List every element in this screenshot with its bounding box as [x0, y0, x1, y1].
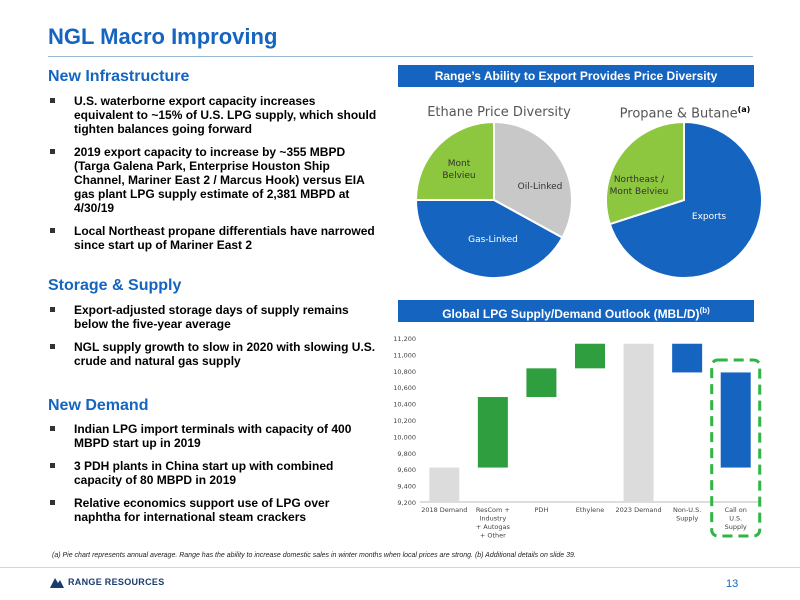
x-tick-label: 2023 Demand: [615, 506, 661, 514]
y-tick-label: 10,000: [393, 433, 416, 441]
logo-text: RANGE RESOURCES: [68, 577, 165, 587]
ethane-pie-chart: [414, 120, 573, 279]
x-tick-label: 2018 Demand: [421, 506, 467, 514]
bullet-text: Export-adjusted storage days of supply r…: [74, 303, 349, 331]
propane-pie-chart: [605, 120, 763, 279]
outlook-banner: Global LPG Supply/Demand Outlook (MBL/D)…: [398, 300, 754, 322]
pie-slice-gas-linked: [414, 199, 564, 279]
square-bullet-icon: [50, 228, 55, 233]
bullet-text: Indian LPG import terminals with capacit…: [74, 422, 352, 450]
footnote: (a) Pie chart represents annual average.…: [52, 552, 576, 559]
x-tick-label: Call on U.S. Supply: [725, 506, 747, 531]
waterfall-bar: [429, 467, 460, 502]
bullet-text: 2019 export capacity to increase by ~355…: [74, 145, 365, 215]
page-number: 13: [726, 578, 739, 590]
storage-heading: Storage & Supply: [48, 277, 182, 294]
y-tick-label: 11,200: [393, 335, 416, 343]
square-bullet-icon: [50, 426, 55, 431]
propane-pie-title-text: Propane & Butane: [619, 106, 738, 122]
list-item: Export-adjusted storage days of supply r…: [48, 303, 378, 331]
x-tick-label: PDH: [535, 506, 549, 514]
list-item: U.S. waterborne export capacity increase…: [48, 94, 378, 136]
waterfall-bar: [623, 343, 654, 502]
propane-pie-title: Propane & Butane(a): [600, 105, 770, 121]
pie-label-oil-linked: Oil-Linked: [517, 182, 563, 192]
pie-label-exports: Exports: [691, 212, 727, 222]
y-tick-label: 9,200: [397, 499, 416, 507]
y-tick-label: 10,400: [393, 401, 416, 409]
waterfall-bar: [575, 343, 605, 369]
range-resources-logo: RANGE RESOURCES: [50, 576, 165, 588]
pie-slice-oil-linked: [493, 120, 573, 239]
pie-slice-mont-belvieu: [414, 120, 495, 201]
x-tick-label: Non-U.S. Supply: [673, 506, 701, 523]
x-tick-label: ResCom + Industry + Autogas + Other: [476, 506, 511, 540]
outlook-banner-note: (b): [699, 306, 710, 315]
demand-bullets: Indian LPG import terminals with capacit…: [48, 422, 378, 533]
list-item: NGL supply growth to slow in 2020 with s…: [48, 340, 378, 368]
bullet-text: Local Northeast propane differentials ha…: [74, 224, 375, 252]
waterfall-bar: [526, 368, 557, 398]
y-tick-label: 10,200: [393, 417, 416, 425]
list-item: 3 PDH plants in China start up with comb…: [48, 459, 378, 487]
pie-label-gas-linked: Gas-Linked: [468, 235, 518, 245]
propane-pie-title-note: (a): [737, 105, 751, 114]
list-item: Local Northeast propane differentials ha…: [48, 224, 378, 252]
square-bullet-icon: [50, 463, 55, 468]
y-tick-label: 10,600: [393, 384, 416, 392]
ethane-pie-title: Ethane Price Diversity: [427, 105, 571, 120]
demand-heading: New Demand: [48, 397, 149, 414]
storage-bullets: Export-adjusted storage days of supply r…: [48, 303, 378, 377]
square-bullet-icon: [50, 98, 55, 103]
y-tick-label: 9,600: [397, 466, 416, 474]
list-item: Relative economics support use of LPG ov…: [48, 496, 378, 524]
square-bullet-icon: [50, 500, 55, 505]
infrastructure-bullets: U.S. waterborne export capacity increase…: [48, 94, 378, 261]
range-logo-icon: [50, 578, 64, 588]
list-item: Indian LPG import terminals with capacit…: [48, 422, 378, 450]
square-bullet-icon: [50, 344, 55, 349]
waterfall-bar: [720, 372, 751, 468]
title-divider: [48, 56, 753, 57]
bullet-text: 3 PDH plants in China start up with comb…: [74, 459, 334, 487]
square-bullet-icon: [50, 149, 55, 154]
slide-title: NGL Macro Improving: [48, 24, 278, 49]
pie-label-northeast-mont-belvieu: Northeast / Mont Belvieu: [609, 175, 669, 197]
y-tick-label: 9,400: [397, 483, 416, 491]
bullet-text: Relative economics support use of LPG ov…: [74, 496, 330, 524]
infrastructure-heading: New Infrastructure: [48, 68, 190, 85]
pie-slice-northeast-mont-belvieu: [605, 120, 685, 226]
y-tick-label: 10,800: [393, 368, 416, 376]
bullet-text: U.S. waterborne export capacity increase…: [74, 94, 377, 136]
export-banner: Range’s Ability to Export Provides Price…: [398, 65, 754, 87]
pie-label-mont-belvieu: Mont Belvieu: [442, 159, 476, 181]
waterfall-bar: [672, 343, 703, 373]
footer-divider: [0, 567, 800, 568]
x-tick-label: Ethylene: [576, 506, 605, 514]
square-bullet-icon: [50, 307, 55, 312]
waterfall-chart: 9,200 9,400 9,600 9,800 10,000 10,200 10,400 10…: [393, 335, 762, 540]
list-item: 2019 export capacity to increase by ~355…: [48, 145, 378, 215]
pie-slice-exports: [608, 120, 763, 279]
outlook-banner-text: Global LPG Supply/Demand Outlook (MBL/D): [442, 307, 700, 321]
y-tick-label: 9,800: [397, 450, 416, 458]
bullet-text: NGL supply growth to slow in 2020 with s…: [74, 340, 376, 368]
highlight-dashed-box: [710, 358, 762, 538]
y-tick-label: 11,000: [393, 351, 416, 359]
waterfall-bar: [477, 397, 508, 468]
